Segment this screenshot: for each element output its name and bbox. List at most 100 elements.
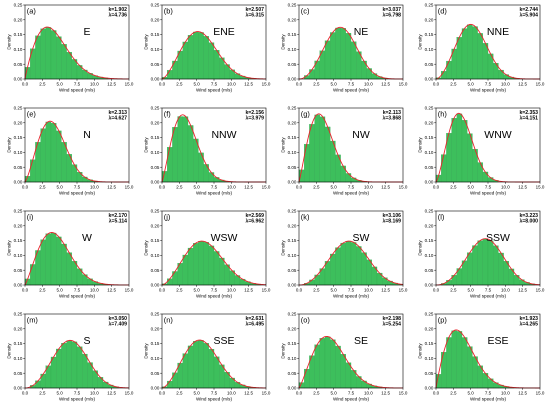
histogram-bar — [50, 232, 57, 286]
histogram-bar — [441, 154, 447, 183]
histogram-bar — [461, 337, 468, 389]
direction-label: SW — [353, 232, 370, 244]
histogram-bar — [182, 41, 189, 80]
histogram-bar — [193, 138, 199, 183]
x-tick-label: 10.0 — [501, 288, 510, 293]
x-tick-label: 10.0 — [90, 391, 99, 396]
x-tick-label: 5.0 — [468, 391, 475, 396]
x-tick-label: 5.0 — [194, 82, 201, 87]
y-tick-label: 0.10 — [288, 150, 297, 155]
histogram-bar — [208, 172, 215, 183]
histogram-bar — [472, 245, 478, 286]
x-tick-label: 10.0 — [501, 391, 510, 396]
x-tick-label: 12.5 — [107, 391, 116, 396]
histogram-bar — [56, 36, 62, 80]
y-tick-label: 0.00 — [151, 77, 160, 82]
x-tick-label: 15.0 — [262, 391, 271, 396]
x-tick-label: 7.5 — [211, 391, 218, 396]
histogram-bar — [467, 133, 473, 183]
x-tick-label: 5.0 — [468, 82, 475, 87]
weibull-fit-curve — [24, 26, 130, 80]
x-tick-label: 10.0 — [227, 185, 236, 190]
x-tick-label: 10.0 — [501, 185, 510, 190]
x-axis-label: Wind speed (m/s) — [59, 397, 95, 402]
x-tick-label: 12.5 — [107, 288, 116, 293]
y-tick-label: 0.25 — [151, 312, 160, 317]
histogram-bar — [56, 130, 62, 183]
weibull-fit-curve — [298, 240, 404, 286]
histogram-bar — [61, 342, 67, 389]
x-tick-label: 5.0 — [194, 185, 201, 190]
panel-d: 0.0 2.5 5.0 7.5 10.0 12.5 15.0 0.00 0.05 0.10 0.15… — [418, 3, 545, 93]
x-tick-label: 7.5 — [74, 391, 81, 396]
x-tick-label: 15.0 — [399, 288, 408, 293]
x-tick-label: 15.0 — [125, 82, 134, 87]
x-tick-label: 12.5 — [244, 391, 253, 396]
histogram-bar — [461, 120, 468, 183]
y-tick-label: 0.20 — [14, 326, 23, 331]
y-tick-label: 0.05 — [14, 268, 23, 273]
panel-label: (c) — [301, 7, 310, 16]
histogram-bar — [167, 380, 173, 389]
histogram-bar — [71, 341, 78, 389]
y-tick-label: 0.05 — [425, 165, 434, 170]
histogram-bar — [213, 356, 220, 389]
x-tick-label: 0.0 — [22, 82, 29, 87]
histogram-bar — [304, 144, 310, 183]
panel-label: (p) — [438, 316, 447, 325]
histogram-bar — [172, 127, 178, 183]
histogram-bar — [461, 28, 468, 80]
histogram-bar — [361, 252, 367, 286]
direction-label: NNE — [487, 26, 509, 38]
x-tick-label: 0.0 — [22, 391, 29, 396]
histogram-bar — [50, 356, 57, 389]
x-tick-label: 7.5 — [348, 288, 355, 293]
y-tick-label: 0.20 — [288, 17, 297, 22]
histogram-bar — [203, 36, 209, 80]
histogram-bar — [224, 264, 230, 286]
x-axis-label: Wind speed (m/s) — [59, 88, 95, 93]
direction-label: NNW — [211, 129, 236, 141]
x-tick-label: 2.5 — [39, 185, 46, 190]
x-tick-label: 12.5 — [381, 82, 390, 87]
x-tick-label: 12.5 — [244, 288, 253, 293]
scale-parameter-lambda: λ=6.798 — [382, 13, 401, 19]
histogram-bar — [446, 280, 452, 286]
histogram-bar — [493, 245, 499, 286]
panel-l: 0.0 2.5 5.0 7.5 10.0 12.5 15.0 0.00 0.05 0.10 0.15… — [418, 209, 545, 299]
direction-label: NE — [354, 26, 369, 38]
y-tick-label: 0.05 — [288, 165, 297, 170]
histogram-bar — [451, 118, 457, 183]
y-tick-label: 0.25 — [425, 106, 434, 111]
histogram-bar — [182, 353, 189, 389]
y-tick-label: 0.20 — [425, 326, 434, 331]
scale-parameter-lambda: λ=3.979 — [245, 116, 264, 122]
x-tick-label: 12.5 — [244, 185, 253, 190]
x-axis-label: Wind speed (m/s) — [196, 397, 232, 402]
histogram-bar — [309, 124, 315, 183]
histogram-bar — [498, 252, 504, 286]
histogram-bar — [487, 240, 494, 286]
y-axis-label: Density — [418, 137, 423, 153]
x-tick-label: 12.5 — [518, 288, 527, 293]
panel-label: (e) — [27, 110, 36, 119]
y-tick-label: 0.00 — [151, 180, 160, 185]
histogram-bar — [35, 380, 41, 389]
y-tick-label: 0.10 — [151, 150, 160, 155]
y-tick-label: 0.20 — [14, 223, 23, 228]
x-tick-label: 7.5 — [348, 391, 355, 396]
histogram-bar — [456, 331, 463, 389]
histogram-bar — [56, 348, 62, 389]
shape-parameter-k: k=3.106 — [382, 213, 401, 219]
x-tick-label: 2.5 — [176, 288, 183, 293]
scale-parameter-lambda: λ=6.962 — [245, 219, 264, 225]
histogram-bar — [193, 31, 199, 80]
y-tick-label: 0.15 — [288, 341, 297, 346]
shape-parameter-k: k=2.744 — [519, 7, 538, 13]
x-tick-label: 10.0 — [364, 391, 373, 396]
x-tick-label: 0.0 — [296, 82, 303, 87]
histogram-bar — [87, 362, 93, 389]
y-tick-label: 0.15 — [425, 32, 434, 37]
x-tick-label: 0.0 — [296, 185, 303, 190]
x-tick-label: 5.0 — [331, 391, 338, 396]
